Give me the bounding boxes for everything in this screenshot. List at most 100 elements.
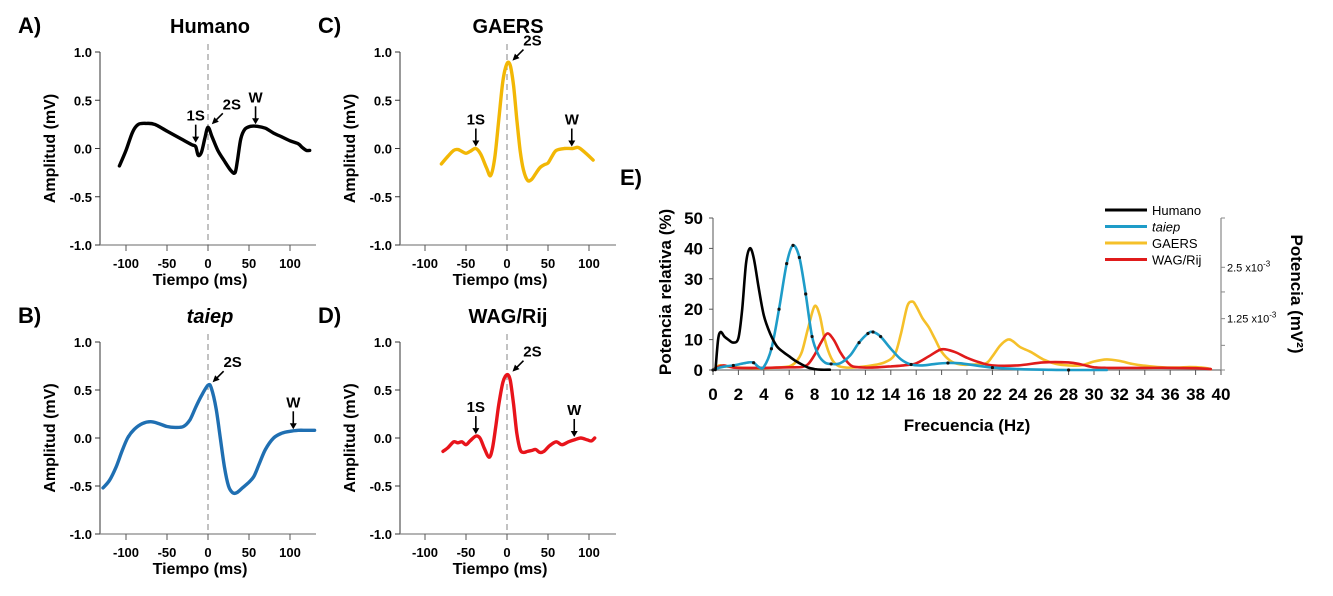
- y-tick-label-right: 1.25 x10-3: [1227, 311, 1277, 326]
- x-tick-label: 12: [856, 385, 875, 404]
- legend-label: GAERS: [1152, 236, 1198, 251]
- x-tick-label: 10: [831, 385, 850, 404]
- x-tick-label: 26: [1034, 385, 1053, 404]
- panel-a: A) Humano 1.0 0.5 0.0 -0.5 -1.0 -100 -50 0 50 100 Ti…: [18, 13, 316, 289]
- x-tick-label: 40: [1212, 385, 1231, 404]
- x-tick-label: 8: [810, 385, 819, 404]
- x-tick-label: 50: [242, 256, 256, 271]
- data-point-marker: [829, 362, 833, 366]
- arrow-head: [568, 140, 576, 147]
- y-tick-label: 1.0: [374, 335, 392, 350]
- y-tick-label: 1.0: [374, 45, 392, 60]
- y-tick-label: -1.0: [370, 527, 392, 542]
- x-tick-label: 0: [708, 385, 717, 404]
- x-tick-label: 50: [541, 545, 555, 560]
- y-axis-label: Amplitud (mV): [42, 383, 59, 492]
- annotation-label: W: [565, 112, 580, 129]
- arrow-head: [252, 118, 260, 125]
- panel-label: D): [318, 303, 341, 328]
- x-tick-label: 6: [784, 385, 793, 404]
- tick-base: 2.5 x10: [1227, 262, 1263, 274]
- arrow-head: [211, 117, 219, 125]
- annotation-label: 2S: [523, 33, 541, 50]
- y-tick-label: 0.0: [74, 142, 92, 157]
- series-line-taiep: [711, 244, 1108, 372]
- arrow-head: [472, 428, 480, 435]
- data-point-marker: [1067, 368, 1071, 372]
- x-tick-label: 100: [279, 256, 301, 271]
- x-axis-label: Frecuencia (Hz): [904, 416, 1031, 435]
- x-tick-label: 14: [881, 385, 900, 404]
- data-point-marker: [909, 362, 913, 367]
- y-tick-label: 0.5: [74, 93, 92, 108]
- arrow-head: [212, 375, 220, 383]
- y-tick-label: 0.0: [74, 431, 92, 446]
- x-tick-label: -50: [457, 256, 476, 271]
- y-tick-label: -0.5: [70, 190, 92, 205]
- y-tick-label: 0.0: [374, 431, 392, 446]
- y-tick-label: 0.5: [74, 383, 92, 398]
- y-tick-label: -0.5: [370, 190, 392, 205]
- data-point-marker: [777, 307, 781, 311]
- x-tick-label: 0: [503, 256, 510, 271]
- waveform-line-d: [441, 372, 597, 459]
- y-axis-label: Amplitud (mV): [342, 383, 359, 492]
- annotation-label: 2S: [223, 96, 241, 113]
- tick-base: 1.25 x10: [1227, 314, 1269, 326]
- x-tick-label: 50: [242, 545, 256, 560]
- y-axis-label: Amplitud (mV): [342, 94, 359, 203]
- y-tick-label: -0.5: [370, 479, 392, 494]
- y-tick-label: 10: [684, 331, 703, 350]
- y-tick-label: 30: [684, 270, 703, 289]
- y-tick-label: 0.0: [374, 142, 392, 157]
- panel-label: E): [620, 165, 642, 190]
- x-tick-label: 24: [1008, 385, 1027, 404]
- data-point-marker: [946, 361, 950, 365]
- x-tick-label: 38: [1186, 385, 1205, 404]
- x-tick-label: 28: [1059, 385, 1078, 404]
- annotation-label: 2S: [523, 344, 541, 361]
- data-point-marker: [769, 347, 774, 351]
- data-point-marker: [804, 292, 808, 296]
- x-tick-label: -100: [113, 545, 139, 560]
- x-tick-label: -100: [412, 545, 438, 560]
- legend-label: WAG/Rij: [1152, 253, 1201, 268]
- tick-exponent: -3: [1263, 259, 1271, 268]
- data-point-marker: [785, 262, 789, 266]
- series-line-humano: [714, 246, 832, 372]
- annotation-label: 1S: [187, 108, 205, 125]
- arrow-head: [570, 430, 578, 437]
- annotation-label: W: [248, 89, 263, 106]
- y-tick-label: 40: [684, 239, 703, 258]
- x-tick-label: 34: [1135, 385, 1154, 404]
- y-tick-label: 0.5: [374, 93, 392, 108]
- y-tick-label: 0: [694, 361, 703, 380]
- series-line-gaers: [711, 300, 1213, 372]
- y-tick-label: 20: [684, 300, 703, 319]
- waveform-line-c: [439, 60, 595, 183]
- x-tick-label: 0: [204, 545, 211, 560]
- y-tick-label: -1.0: [70, 238, 92, 253]
- arrow-head: [192, 136, 200, 143]
- x-axis-label: Tiempo (ms): [153, 561, 248, 578]
- arrow-head: [472, 140, 480, 147]
- x-tick-label: 100: [279, 545, 301, 560]
- annotation-label: 2S: [223, 354, 241, 371]
- panel-c: C) GAERS 1.0 0.5 0.0 -0.5 -1.0 -100 -50 0 50 100 Tie…: [318, 13, 616, 289]
- annotation-label: W: [567, 402, 582, 419]
- panel-title: GAERS: [472, 16, 543, 38]
- x-tick-label: -100: [113, 256, 139, 271]
- tick-exponent: -3: [1269, 311, 1277, 320]
- y-axis-label-right: Potencia (mV²): [1287, 234, 1306, 353]
- data-point-marker: [791, 243, 795, 247]
- waveform-line-a: [117, 121, 312, 175]
- y-tick-label: 50: [684, 209, 703, 228]
- y-axis-label: Amplitud (mV): [42, 94, 59, 203]
- x-tick-label: -50: [158, 256, 177, 271]
- data-point-marker: [797, 255, 801, 260]
- x-axis-label: Tiempo (ms): [153, 272, 248, 289]
- legend-label: Humano: [1152, 203, 1201, 218]
- x-tick-label: 18: [932, 385, 951, 404]
